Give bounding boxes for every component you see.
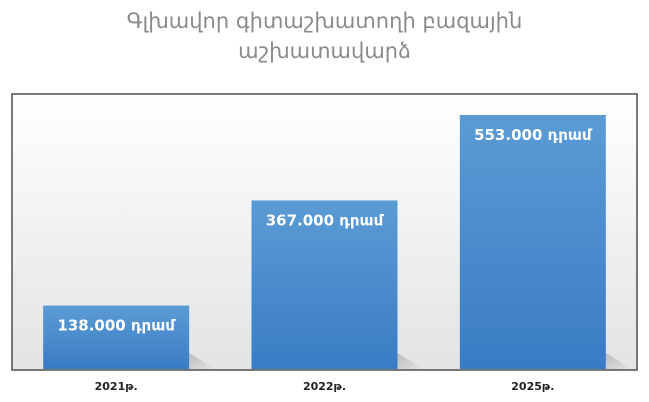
data-label: 367.000 դրամ xyxy=(266,211,385,229)
bar-2025թ. xyxy=(459,115,606,369)
bars-group: 138.000 դրամ 367.000 դրամ 553.000 դրամ xyxy=(43,115,632,369)
bar-shadow xyxy=(189,353,216,369)
category-labels: 2021թ. 2022թ. 2025թ. xyxy=(95,380,555,393)
chart-title-line-1: Գլխավոր գիտաշխատողի բազային xyxy=(126,9,523,33)
chart-title-line-2: աշխատավարձ xyxy=(238,39,411,63)
bar-2021թ. xyxy=(43,305,190,369)
bar-shadow xyxy=(397,353,424,369)
category-label: 2022թ. xyxy=(303,380,346,393)
category-label: 2021թ. xyxy=(95,380,138,393)
chart-title: Գլխավոր գիտաշխատողի բազային աշխատավարձ xyxy=(0,6,649,66)
bar-shadow xyxy=(605,353,632,369)
data-label: 138.000 դրամ xyxy=(57,317,176,335)
data-label: 553.000 դրամ xyxy=(474,126,593,144)
category-label: 2025թ. xyxy=(511,380,554,393)
bar-2022թ. xyxy=(251,200,398,369)
